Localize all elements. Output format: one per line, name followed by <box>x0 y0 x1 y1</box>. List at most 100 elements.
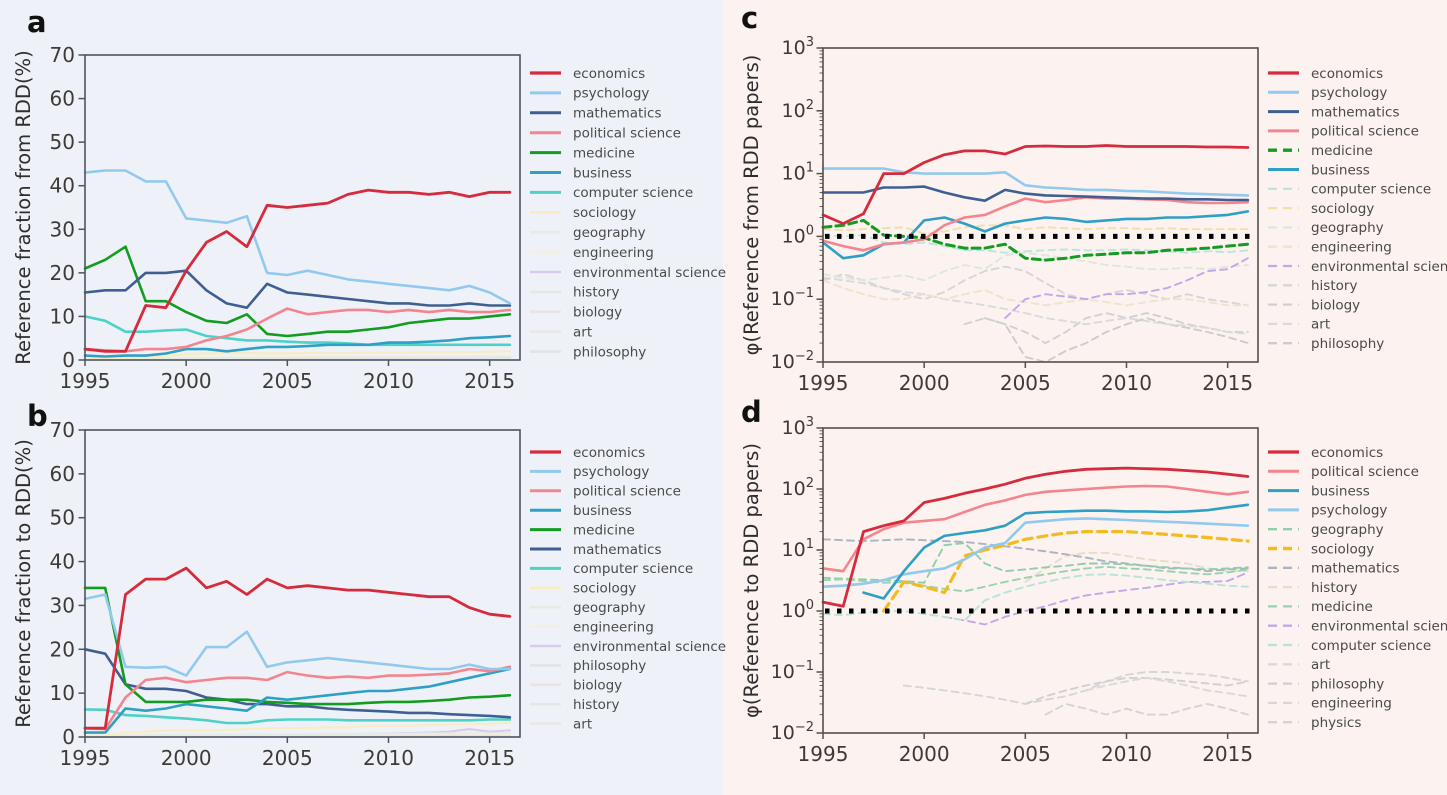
legend-label: medicine <box>573 522 635 538</box>
y-tick-label: 102 <box>782 98 814 122</box>
legend-label: mathematics <box>573 542 662 558</box>
y-tick-label: 20 <box>50 637 75 661</box>
series-line-b-geography <box>83 732 511 737</box>
series-line-d-economics <box>821 466 1250 608</box>
series-line-c-political-science <box>821 196 1250 252</box>
legend-item: history <box>530 285 619 301</box>
y-tick-label: 102 <box>782 476 814 500</box>
legend-item: environmental science <box>530 639 726 655</box>
legend-item: sociology <box>530 205 636 221</box>
panel-d-label: d <box>741 395 762 429</box>
legend-label: philosophy <box>1311 336 1384 352</box>
legend-label: political science <box>573 484 681 500</box>
series-line-a-economics <box>83 188 512 353</box>
legend-item: sociology <box>1268 201 1374 217</box>
x-tick-label: 2015 <box>464 369 515 393</box>
y-tick-label: 30 <box>50 593 75 617</box>
y-tick-label: 101 <box>782 161 814 185</box>
legend-label: psychology <box>1311 85 1387 101</box>
legend-item: history <box>1268 580 1357 596</box>
legend-item: physics <box>1268 715 1361 731</box>
series-line-d-physics <box>1044 702 1249 716</box>
legend-item: computer science <box>530 185 693 201</box>
y-tick-label: 40 <box>50 550 75 574</box>
legend-item: psychology <box>1268 503 1387 519</box>
axis-spine <box>822 427 1259 734</box>
legend-label: environmental science <box>1311 619 1447 635</box>
legend-label: history <box>573 697 619 713</box>
y-tick-label: 70 <box>50 43 75 67</box>
legend-label: philosophy <box>573 658 646 674</box>
legend-label: business <box>573 503 632 519</box>
legend-item: business <box>530 503 632 519</box>
x-tick-label: 2015 <box>1202 742 1253 766</box>
panel-b: 1995 2000 2005 2010 2015 0 10 20 30 40 50 60 70 Refer… <box>12 418 726 770</box>
y-axis-label: φ(Reference from RDD papers) <box>740 55 763 356</box>
panel-c-label: c <box>741 1 759 35</box>
legend-item: medicine <box>1268 143 1373 159</box>
legend-item: engineering <box>530 619 654 635</box>
legend-label: environmental science <box>1311 259 1447 275</box>
legend-item: philosophy <box>530 658 646 674</box>
y-tick-label: 60 <box>50 462 75 486</box>
y-tick-label: 0 <box>62 725 75 749</box>
x-tick-label: 2005 <box>262 369 313 393</box>
legend-label: computer science <box>1311 182 1431 198</box>
x-tick-label: 2010 <box>1101 742 1152 766</box>
panel-a-label: a <box>27 5 47 39</box>
series-line-c-environmental-science <box>1004 257 1249 320</box>
legend-item: sociology <box>530 581 636 597</box>
legend-item: political science <box>1268 124 1419 140</box>
series-line-c-mathematics <box>821 185 1250 202</box>
legend-label: engineering <box>573 619 654 635</box>
series-line-d-philosophy <box>1024 676 1249 705</box>
series-line-d-geography <box>822 542 1249 584</box>
legend-label: art <box>1311 317 1330 333</box>
legend-label: business <box>573 165 632 181</box>
series-line-c-art <box>822 276 1249 335</box>
series-line-d-environmental-science <box>943 571 1249 626</box>
legend-label: sociology <box>1311 541 1374 557</box>
x-tick-label: 2000 <box>161 369 212 393</box>
y-tick-label: 100 <box>782 598 814 622</box>
panel-c: 1995 2000 2005 2010 2015 103 102 101 100 10−1 10−2… <box>740 35 1447 395</box>
y-tick-label: 40 <box>50 174 75 198</box>
x-tick-label: 2000 <box>899 371 950 395</box>
legend-label: history <box>573 285 619 301</box>
legend-item: economics <box>530 445 645 461</box>
x-tick-label: 2015 <box>464 746 515 770</box>
legend-item: business <box>530 165 632 181</box>
legend-item: mathematics <box>530 106 662 122</box>
legend-item: political science <box>530 484 681 500</box>
series-line-b-business <box>83 667 512 734</box>
legend-item: business <box>1268 483 1370 499</box>
legend-item: geography <box>1268 220 1384 236</box>
legend-item: art <box>530 716 592 732</box>
legend-item: history <box>530 697 619 713</box>
legend-item: geography <box>530 600 646 616</box>
series-line-d-art <box>1085 676 1249 698</box>
y-tick-label: 30 <box>50 217 75 241</box>
series-line-a-business <box>83 334 512 358</box>
legend-label: computer science <box>573 561 693 577</box>
series-line-a-psychology <box>83 169 512 305</box>
y-tick-label: 10−1 <box>771 659 814 683</box>
y-axis-label: φ(Reference to RDD papers) <box>740 443 763 718</box>
legend-label: computer science <box>573 185 693 201</box>
legend-label: biology <box>573 678 622 694</box>
legend-label: mathematics <box>1311 561 1400 577</box>
y-tick-label: 50 <box>50 130 75 154</box>
legend-label: economics <box>573 66 645 82</box>
axis-spine <box>84 54 521 361</box>
y-axis-label: Reference fraction to RDD(%) <box>12 439 35 728</box>
legend-item: environmental science <box>1268 619 1447 635</box>
x-tick-label: 2005 <box>1000 371 1051 395</box>
x-tick-label: 2010 <box>1101 371 1152 395</box>
panel-a: 1995 2000 2005 2010 2015 0 10 20 30 40 50 60 70 Refer… <box>12 43 726 393</box>
legend-label: political science <box>1311 464 1419 480</box>
legend-item: business <box>1268 162 1370 178</box>
y-tick-label: 101 <box>782 537 814 561</box>
legend-item: psychology <box>530 86 649 102</box>
legend-item: biology <box>530 305 622 321</box>
